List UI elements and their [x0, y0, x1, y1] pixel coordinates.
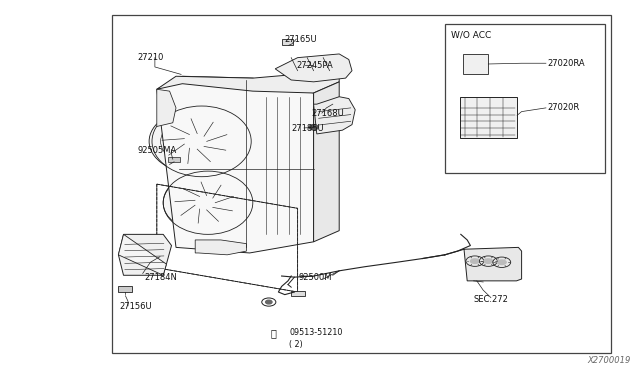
Bar — [282, 39, 293, 45]
Text: 92500M: 92500M — [299, 273, 332, 282]
Text: 27185U: 27185U — [291, 124, 324, 133]
Circle shape — [483, 258, 493, 264]
Bar — [445, 24, 605, 173]
Text: 27020R: 27020R — [547, 103, 579, 112]
Text: 27210: 27210 — [138, 53, 164, 62]
Text: X2700019: X2700019 — [587, 356, 630, 365]
Ellipse shape — [149, 110, 241, 173]
Polygon shape — [464, 247, 522, 281]
Text: 92505MA: 92505MA — [138, 146, 177, 155]
Polygon shape — [195, 240, 246, 255]
Text: ( 2): ( 2) — [289, 340, 303, 349]
Text: 27020RA: 27020RA — [547, 59, 585, 68]
Text: 27184N: 27184N — [144, 273, 177, 282]
Polygon shape — [314, 82, 339, 242]
Polygon shape — [314, 97, 355, 134]
Text: Ⓢ: Ⓢ — [270, 328, 276, 338]
Polygon shape — [118, 234, 172, 275]
Ellipse shape — [196, 197, 213, 209]
Bar — [463, 54, 488, 74]
Text: SEC.272: SEC.272 — [474, 295, 508, 304]
Polygon shape — [157, 76, 314, 253]
Polygon shape — [275, 54, 352, 82]
Polygon shape — [157, 71, 339, 93]
Text: 27165U: 27165U — [285, 35, 317, 44]
Text: 27245PA: 27245PA — [296, 61, 333, 70]
Bar — [168, 157, 180, 162]
Bar — [118, 286, 132, 292]
Polygon shape — [157, 89, 176, 126]
Bar — [460, 97, 517, 138]
Circle shape — [470, 258, 480, 264]
Text: 27156U: 27156U — [120, 302, 152, 311]
Ellipse shape — [163, 174, 246, 232]
Circle shape — [309, 125, 318, 130]
Circle shape — [497, 259, 507, 265]
Text: 09513-51210: 09513-51210 — [289, 328, 342, 337]
Circle shape — [266, 300, 272, 304]
Ellipse shape — [186, 135, 204, 148]
Text: W/O ACC: W/O ACC — [451, 31, 492, 39]
Bar — [291, 291, 305, 296]
Bar — [112, 15, 611, 353]
Polygon shape — [118, 234, 166, 275]
Text: 27168U: 27168U — [312, 109, 344, 118]
